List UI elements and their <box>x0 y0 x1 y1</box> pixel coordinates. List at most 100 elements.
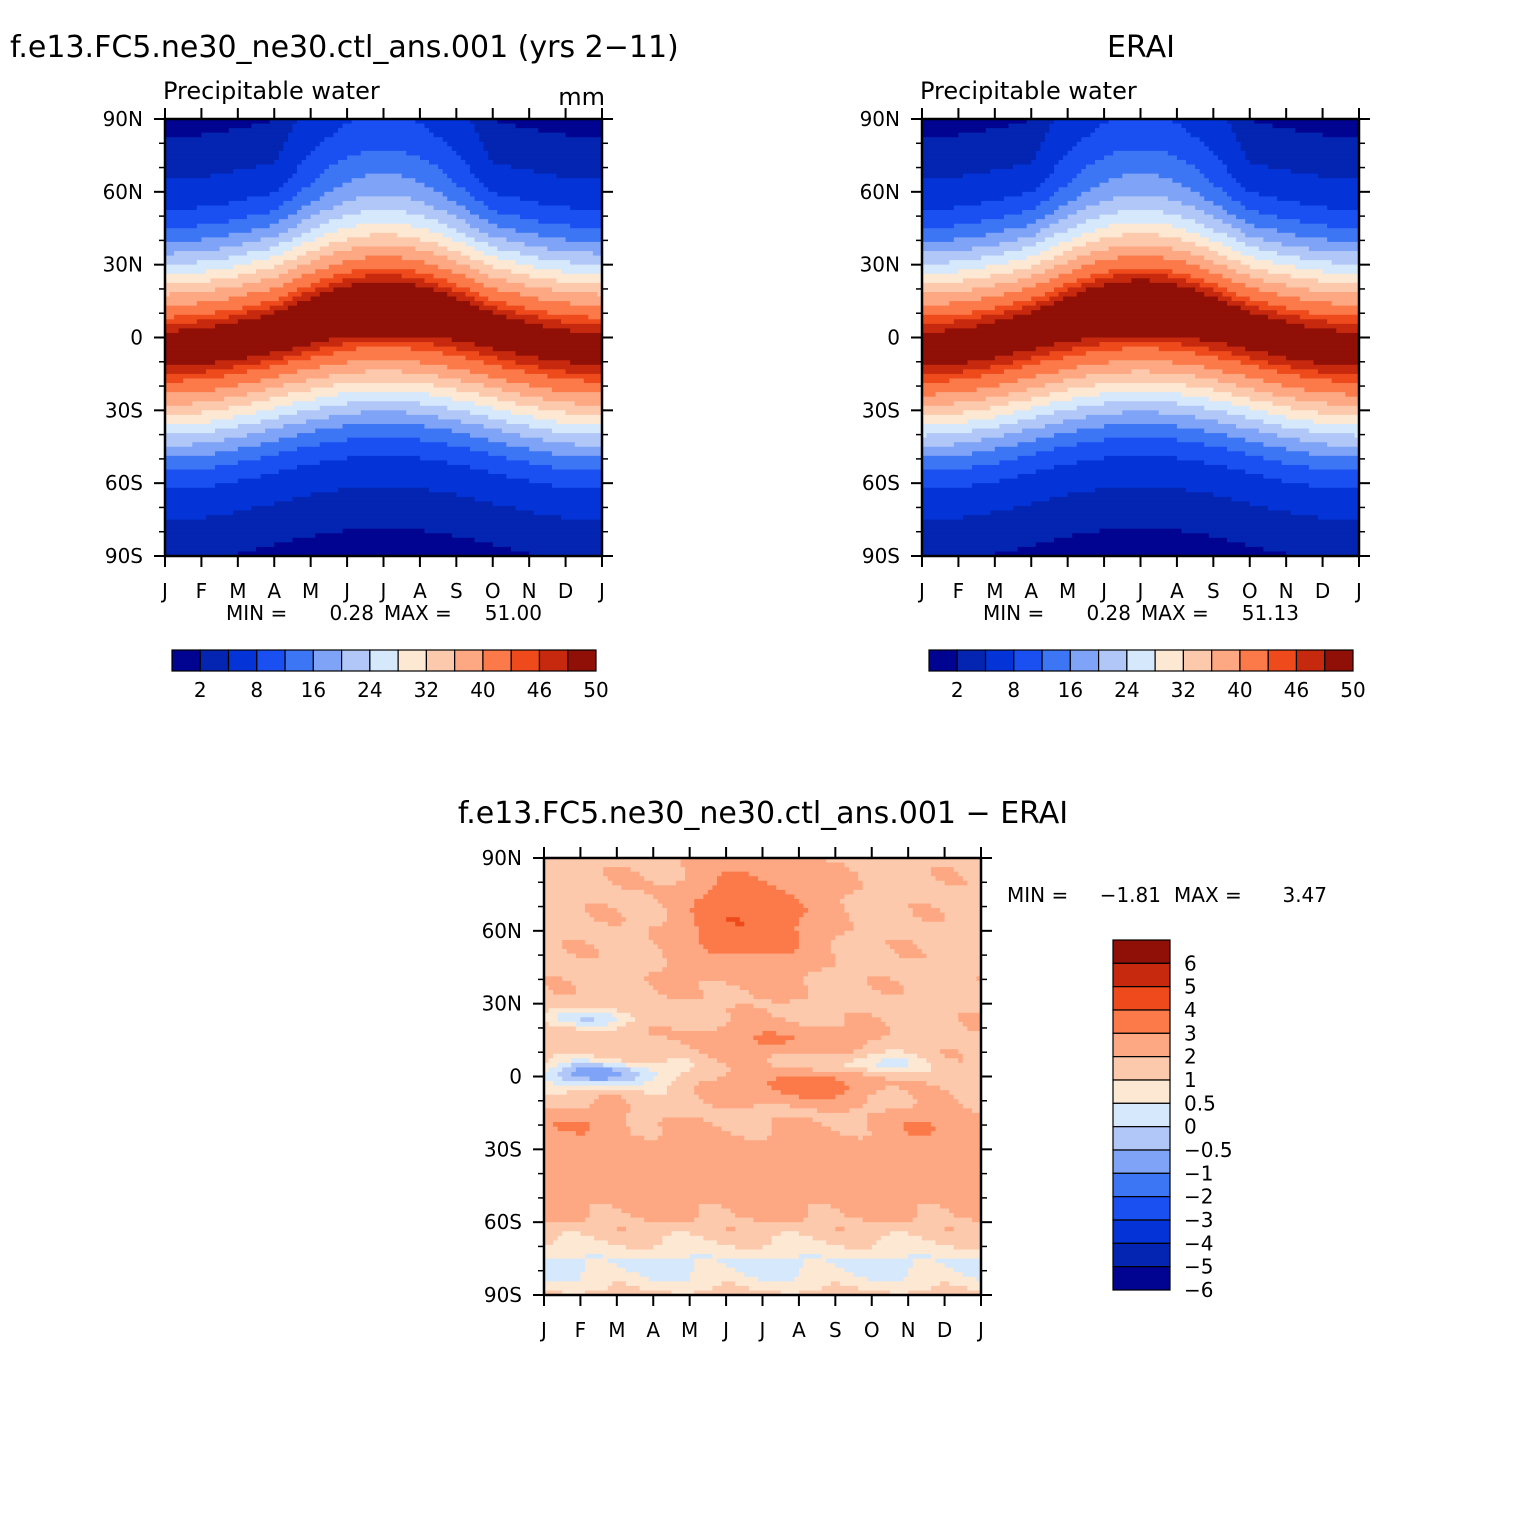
field-cell <box>274 159 303 166</box>
field-cell <box>912 939 982 946</box>
field-cell <box>1017 378 1064 384</box>
field-cell <box>548 1021 577 1028</box>
field-cell <box>889 944 918 950</box>
field-cell <box>165 446 239 452</box>
field-cell <box>562 1290 586 1296</box>
field-cell <box>544 1263 586 1269</box>
field-cell <box>597 291 603 298</box>
field-cell <box>544 894 654 900</box>
field-cell <box>544 1044 691 1050</box>
field-cell <box>246 433 298 439</box>
field-cell <box>497 287 553 293</box>
field-cell <box>570 205 603 211</box>
field-cell <box>1076 405 1205 411</box>
field-cell <box>497 210 603 216</box>
field-cell <box>912 1094 955 1100</box>
field-cell <box>972 464 1055 471</box>
field-cell <box>544 1081 554 1087</box>
field-cell <box>908 1062 932 1068</box>
field-cell <box>630 867 686 873</box>
field-cell <box>165 428 216 434</box>
field-cell <box>666 1085 695 1091</box>
field-cell <box>1327 205 1360 211</box>
field-cell <box>712 1285 750 1292</box>
field-cell <box>1017 455 1105 461</box>
field-cell <box>662 1126 723 1132</box>
field-cell <box>365 173 403 179</box>
field-cell <box>1254 119 1360 125</box>
field-cell <box>360 210 407 216</box>
field-cell <box>319 442 448 448</box>
field-cell <box>922 501 1032 507</box>
field-cell <box>424 278 448 284</box>
field-cell <box>465 187 489 193</box>
panel-diff-field <box>544 858 982 1296</box>
field-cell <box>776 885 864 891</box>
field-cell <box>228 128 294 134</box>
field-cell <box>653 880 677 886</box>
field-cell <box>196 260 253 266</box>
field-cell <box>1054 164 1087 170</box>
field-cell <box>1245 414 1287 421</box>
field-cell <box>922 437 982 443</box>
field-cell <box>544 939 563 946</box>
field-cell <box>922 360 969 366</box>
field-cell <box>328 414 439 421</box>
field-cell <box>165 364 234 370</box>
field-cell <box>228 232 280 238</box>
field-cell <box>165 291 171 298</box>
field-cell <box>603 867 632 873</box>
field-cell <box>1345 392 1360 398</box>
field-cell <box>771 1235 814 1241</box>
field-cell <box>922 164 1014 170</box>
field-cell <box>794 926 855 932</box>
field-cell <box>912 1263 946 1269</box>
field-cell <box>922 178 1046 184</box>
field-cell <box>515 228 603 234</box>
field-cell <box>922 328 946 334</box>
field-cell <box>798 1254 823 1260</box>
field-cell <box>794 949 832 955</box>
field-cell <box>544 1240 554 1246</box>
field-cell <box>1081 337 1201 343</box>
field-cell <box>1058 273 1092 279</box>
field-cell <box>644 1217 695 1223</box>
field-cell <box>287 291 303 298</box>
field-cell <box>1318 410 1360 416</box>
field-cell <box>958 1099 982 1105</box>
field-cell <box>867 1276 905 1282</box>
field-cell <box>1017 442 1078 448</box>
field-cell <box>908 1254 932 1260</box>
field-cell <box>520 433 603 439</box>
field-cell <box>1208 269 1237 275</box>
field-cell <box>544 953 577 959</box>
field-cell <box>730 1208 809 1214</box>
field-cell <box>876 1062 909 1068</box>
y-tick-label: 0 <box>130 326 143 350</box>
x-tick-label: O <box>1242 579 1258 603</box>
field-cell <box>1044 214 1069 220</box>
max-value: 51.13 <box>1242 601 1299 625</box>
field-cell <box>589 1208 622 1214</box>
field-cell <box>469 255 498 261</box>
field-cell <box>648 971 809 977</box>
field-cell <box>474 296 489 302</box>
colorbar-label: −4 <box>1184 1231 1213 1255</box>
field-cell <box>1054 446 1228 452</box>
field-cell <box>369 232 398 238</box>
field-cell <box>465 291 480 298</box>
field-cell <box>853 1272 909 1278</box>
field-cell <box>333 205 435 211</box>
field-cell <box>165 410 203 416</box>
field-cell <box>721 1126 773 1132</box>
field-cell <box>465 241 489 248</box>
x-tick-label: J <box>976 1318 984 1342</box>
field-cell <box>544 1090 568 1096</box>
field-cell <box>603 1254 691 1260</box>
field-cell <box>538 255 603 261</box>
field-cell <box>1258 210 1360 216</box>
field-cell <box>442 169 471 175</box>
field-cell <box>1003 291 1046 298</box>
field-cell <box>256 410 298 416</box>
field-cell <box>506 442 576 448</box>
